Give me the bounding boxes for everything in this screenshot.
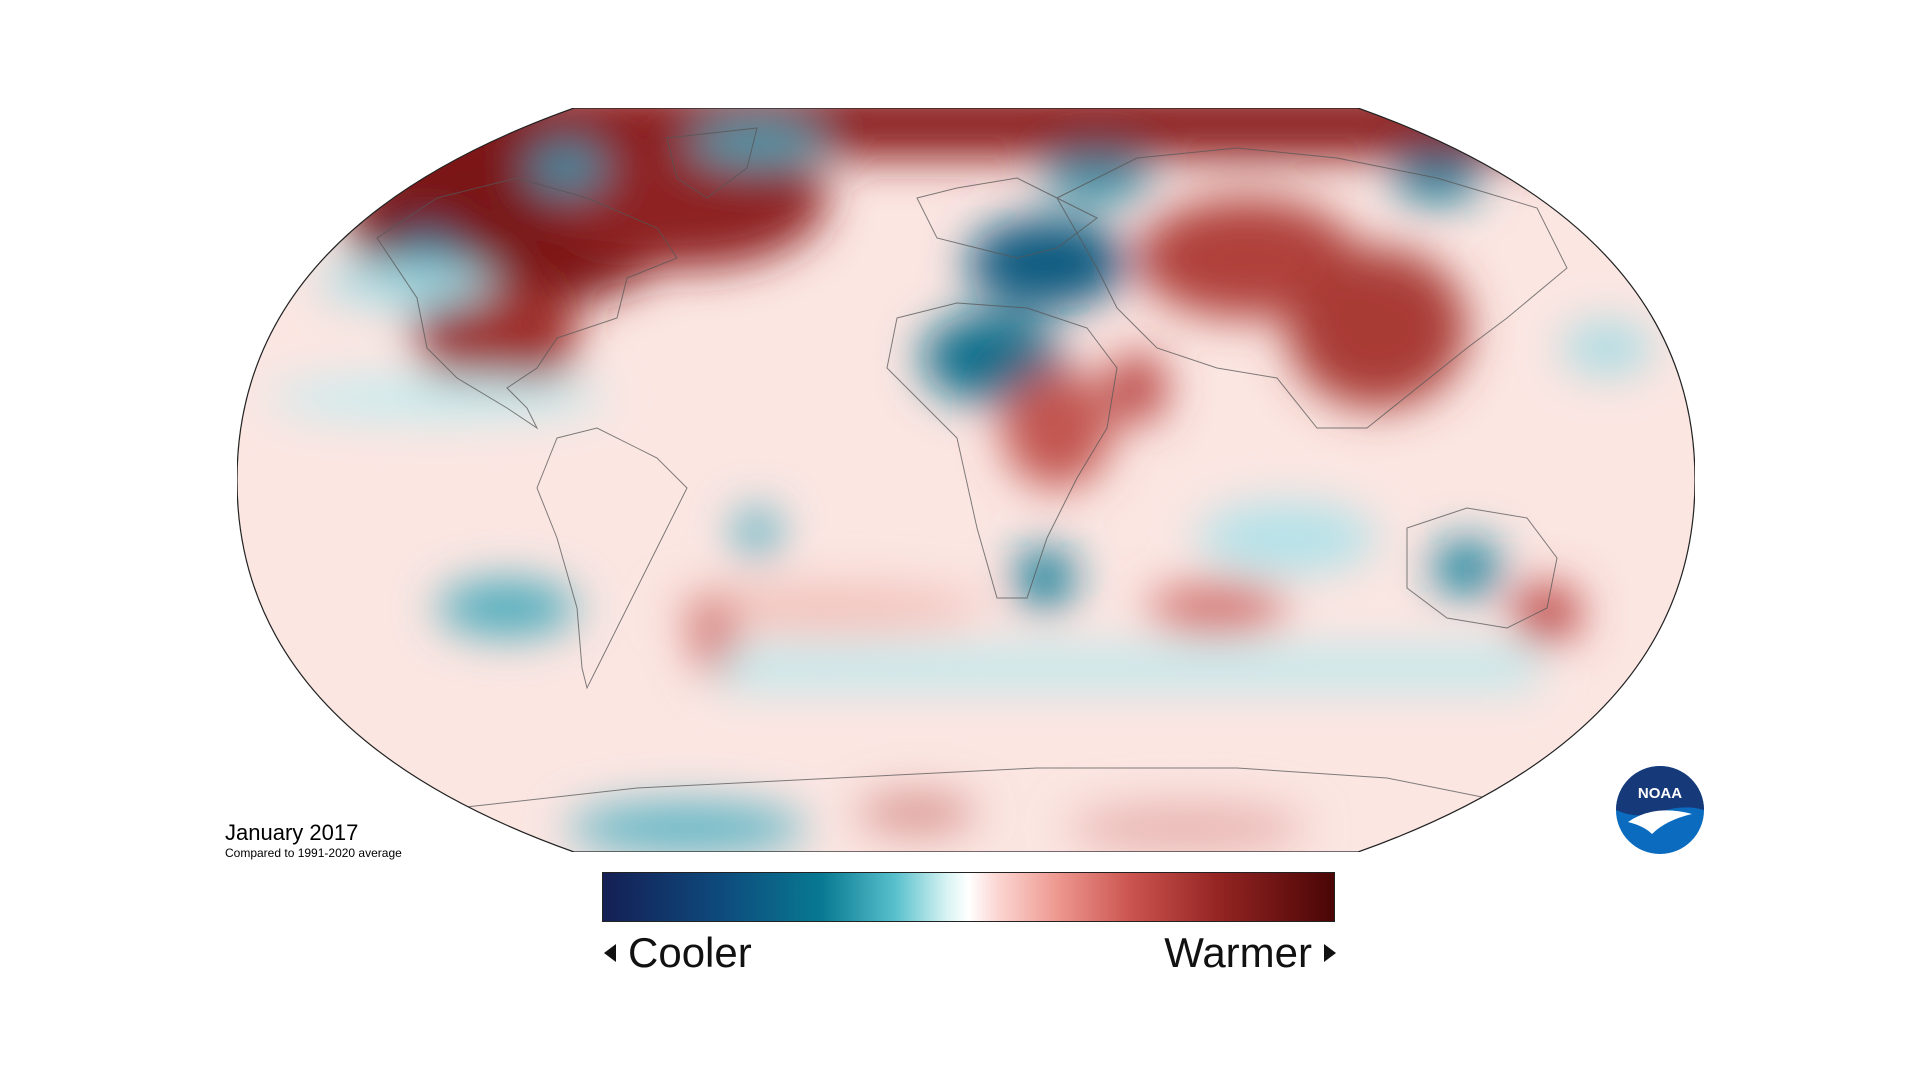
legend-cooler: Cooler xyxy=(604,928,752,978)
legend-warmer: Warmer xyxy=(1164,928,1336,978)
noaa-logo-icon: NOAA xyxy=(1616,766,1704,854)
noaa-logo-text: NOAA xyxy=(1638,785,1682,802)
color-scale-bar xyxy=(602,872,1335,922)
right-arrow-icon xyxy=(1324,944,1336,962)
legend-warmer-label: Warmer xyxy=(1164,929,1312,976)
map-caption: January 2017 Compared to 1991-2020 avera… xyxy=(225,820,625,860)
coastlines xyxy=(376,127,1568,809)
legend-cooler-label: Cooler xyxy=(628,929,752,976)
noaa-logo: NOAA xyxy=(1614,764,1706,856)
map-outline xyxy=(237,108,1695,852)
world-map-svg xyxy=(237,108,1695,852)
left-arrow-icon xyxy=(604,944,616,962)
temperature-anomaly-map xyxy=(237,108,1695,852)
map-subtitle: Compared to 1991-2020 average xyxy=(225,846,402,860)
map-title: January 2017 xyxy=(225,820,359,845)
